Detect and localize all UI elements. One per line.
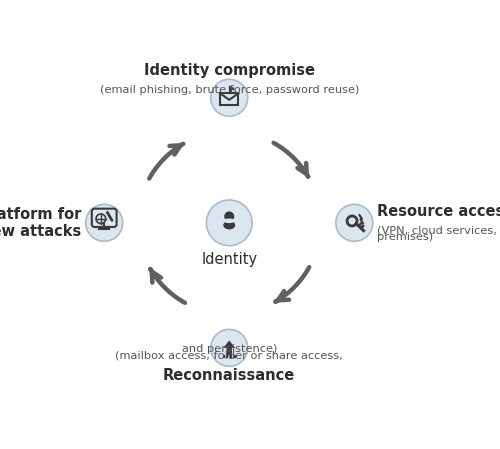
Text: (mailbox access, folder or share access,: (mailbox access, folder or share access, bbox=[116, 351, 343, 361]
Circle shape bbox=[211, 330, 248, 366]
Text: Identity compromise: Identity compromise bbox=[144, 63, 315, 78]
Text: Reconnaissance: Reconnaissance bbox=[163, 368, 296, 383]
Polygon shape bbox=[224, 340, 235, 355]
Text: Resource access: Resource access bbox=[377, 204, 500, 219]
Text: Platform for
new attacks: Platform for new attacks bbox=[0, 207, 82, 239]
Ellipse shape bbox=[224, 219, 235, 223]
Text: (VPN, cloud services, on-: (VPN, cloud services, on- bbox=[377, 225, 500, 236]
Bar bbox=[220, 93, 238, 105]
Circle shape bbox=[211, 79, 248, 116]
Circle shape bbox=[86, 204, 122, 241]
Circle shape bbox=[206, 200, 252, 246]
Circle shape bbox=[336, 204, 373, 241]
Ellipse shape bbox=[224, 221, 235, 229]
Text: (email phishing, brute force, password reuse): (email phishing, brute force, password r… bbox=[100, 85, 359, 95]
Text: and persistence): and persistence) bbox=[182, 344, 277, 354]
Circle shape bbox=[224, 211, 234, 221]
Text: premises): premises) bbox=[377, 232, 433, 242]
Text: Identity: Identity bbox=[201, 252, 258, 267]
